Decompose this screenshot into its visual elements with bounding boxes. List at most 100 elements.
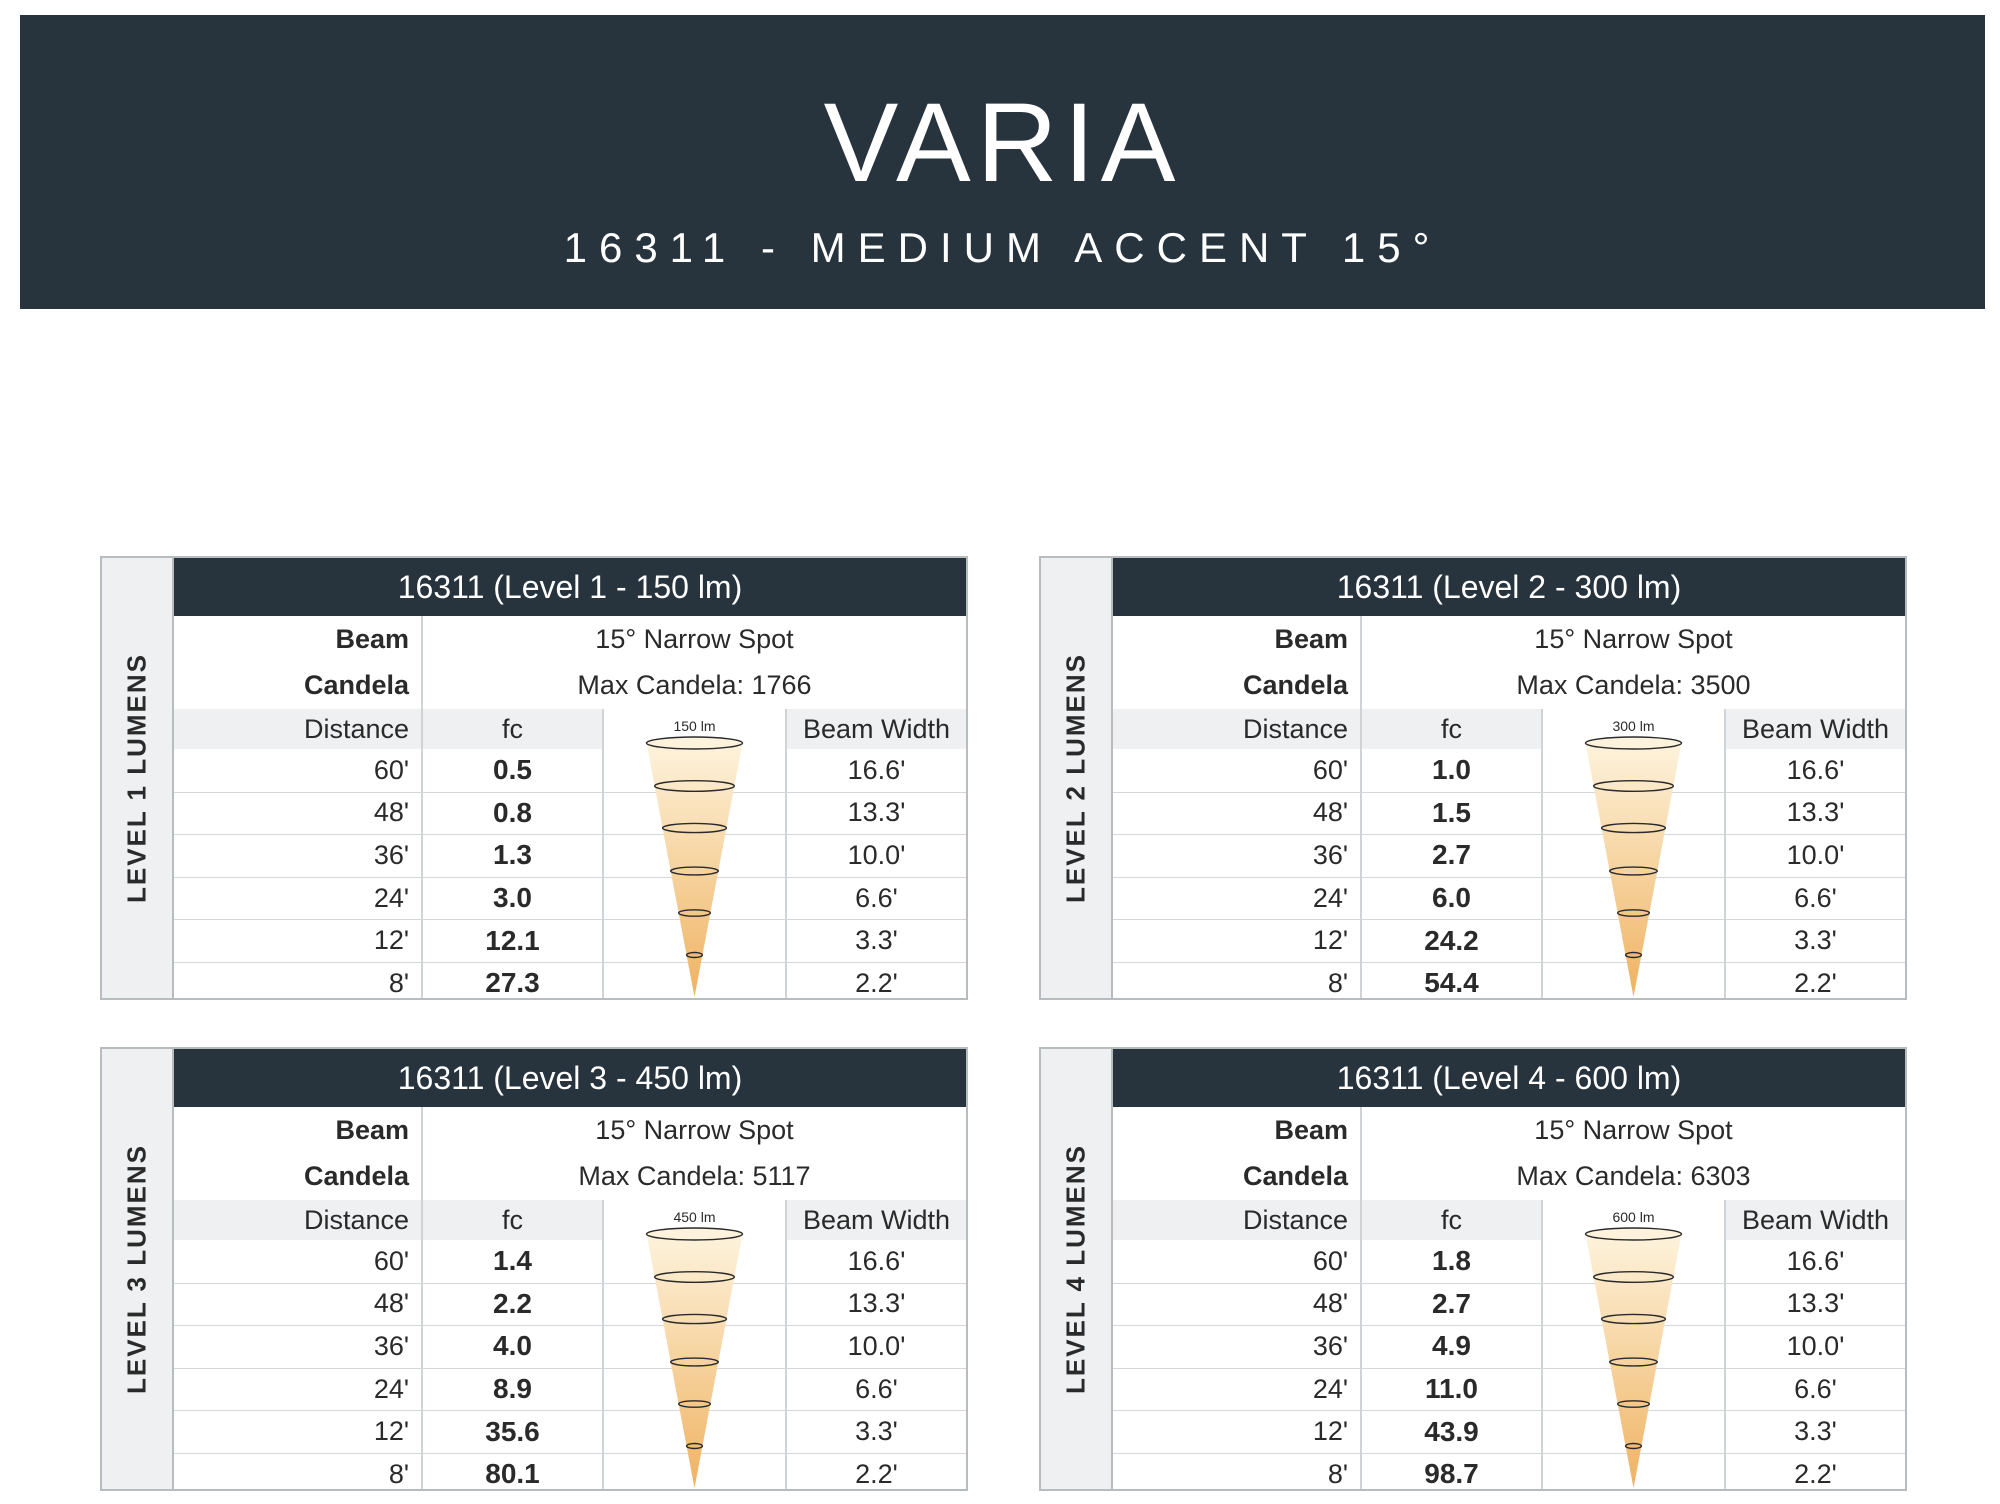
photometric-panel-level-2: LEVEL 2 LUMENS 16311 (Level 2 - 300 lm) Be… bbox=[1039, 556, 1907, 1000]
lumen-label: 300 lm bbox=[1612, 718, 1654, 734]
distance-value: 36' bbox=[373, 1330, 409, 1361]
beam-distance-ring bbox=[685, 1442, 704, 1450]
distance-value: 24' bbox=[373, 1373, 409, 1404]
lumen-label: 150 lm bbox=[673, 718, 715, 734]
lumen-label: 600 lm bbox=[1612, 1209, 1654, 1225]
beam-width-value: 6.6' bbox=[1794, 1373, 1837, 1404]
beam-width-value: 10.0' bbox=[847, 839, 906, 870]
candela-label: Candela bbox=[1242, 1160, 1348, 1191]
fc-value: 35.6 bbox=[485, 1415, 540, 1447]
beam-width-value: 13.3' bbox=[847, 797, 906, 828]
distance-value: 8' bbox=[388, 1458, 409, 1489]
beam-distance-ring bbox=[669, 866, 720, 876]
beam-value: 15° Narrow Spot bbox=[595, 623, 794, 654]
column-header-row bbox=[174, 709, 966, 749]
fc-header: fc bbox=[1440, 713, 1462, 744]
row-divider bbox=[174, 834, 966, 836]
beam-distance-ring bbox=[1592, 1270, 1675, 1283]
column-divider bbox=[1541, 709, 1543, 998]
beam-width-value: 13.3' bbox=[1786, 1288, 1845, 1319]
side-label-bar: LEVEL 2 LUMENS bbox=[1041, 558, 1113, 998]
row-divider bbox=[1113, 834, 1905, 836]
beam-distance-ring bbox=[653, 779, 736, 792]
fc-value: 8.9 bbox=[493, 1373, 532, 1405]
column-header-row bbox=[174, 1200, 966, 1240]
beam-cone bbox=[1585, 743, 1682, 997]
candela-label: Candela bbox=[303, 1160, 409, 1191]
header-banner: VARIA 16311 - MEDIUM ACCENT 15° bbox=[20, 15, 1985, 309]
fc-value: 11.0 bbox=[1425, 1373, 1478, 1405]
panel-title: 16311 (Level 4 - 600 lm) bbox=[1113, 1049, 1905, 1107]
row-divider bbox=[174, 919, 966, 921]
column-divider bbox=[785, 709, 787, 998]
beam-width-value: 6.6' bbox=[855, 882, 898, 913]
beam-width-value: 3.3' bbox=[855, 925, 898, 956]
column-divider bbox=[1360, 1107, 1362, 1489]
beam-width-value: 10.0' bbox=[1786, 839, 1845, 870]
fc-value: 12.1 bbox=[485, 924, 540, 956]
beam-cone-illustration: 300 lm bbox=[1584, 718, 1683, 997]
beam-distance-ring bbox=[1584, 1227, 1683, 1241]
beam-distance-ring bbox=[677, 909, 712, 917]
distance-value: 36' bbox=[1312, 1330, 1348, 1361]
beam-cone-illustration: 150 lm bbox=[645, 718, 744, 997]
beam-distance-ring bbox=[1584, 736, 1683, 750]
distance-value: 36' bbox=[1312, 839, 1348, 870]
beam-label: Beam bbox=[1274, 1114, 1348, 1145]
fc-value: 27.3 bbox=[485, 967, 540, 999]
beam-cone-illustration: 600 lm bbox=[1584, 1209, 1683, 1488]
column-divider bbox=[602, 1200, 604, 1489]
row-divider bbox=[1113, 1453, 1905, 1454]
distance-value: 60' bbox=[1312, 1245, 1348, 1276]
column-divider bbox=[785, 1200, 787, 1489]
beam-width-value: 16.6' bbox=[1786, 754, 1845, 785]
column-divider bbox=[1724, 709, 1726, 998]
beam-distance-ring bbox=[645, 736, 744, 750]
row-divider bbox=[1113, 791, 1905, 793]
distance-header: Distance bbox=[303, 713, 409, 744]
fc-value: 43.9 bbox=[1424, 1415, 1479, 1447]
distance-value: 8' bbox=[1327, 967, 1348, 998]
distance-value: 48' bbox=[1312, 797, 1348, 828]
page-title: VARIA bbox=[823, 80, 1182, 205]
beam-width-value: 3.3' bbox=[855, 1416, 898, 1447]
distance-value: 60' bbox=[373, 754, 409, 785]
beam-cone-illustration: 450 lm bbox=[645, 1209, 744, 1488]
distance-header: Distance bbox=[1242, 1204, 1348, 1235]
fc-value: 2.2 bbox=[493, 1287, 532, 1319]
column-divider bbox=[421, 616, 423, 998]
beam-distance-ring bbox=[1624, 951, 1643, 959]
beam-width-header: Beam Width bbox=[1741, 1204, 1890, 1235]
fc-value: 54.4 bbox=[1424, 967, 1479, 999]
beam-width-header: Beam Width bbox=[802, 1204, 951, 1235]
side-label: LEVEL 3 LUMENS bbox=[121, 1143, 152, 1395]
fc-value: 4.9 bbox=[1432, 1330, 1471, 1362]
row-divider bbox=[174, 876, 966, 878]
distance-value: 24' bbox=[1312, 882, 1348, 913]
fc-header: fc bbox=[501, 1204, 523, 1235]
beam-width-value: 2.2' bbox=[855, 967, 898, 998]
beam-label: Beam bbox=[335, 623, 409, 654]
beam-distance-ring bbox=[1616, 909, 1651, 917]
distance-header: Distance bbox=[303, 1204, 409, 1235]
distance-header: Distance bbox=[1242, 713, 1348, 744]
column-header-row bbox=[1113, 1200, 1905, 1240]
fc-value: 0.8 bbox=[493, 796, 532, 828]
beam-width-value: 3.3' bbox=[1794, 1416, 1837, 1447]
fc-value: 2.7 bbox=[1432, 839, 1471, 871]
beam-width-value: 10.0' bbox=[847, 1330, 906, 1361]
beam-width-value: 6.6' bbox=[1794, 882, 1837, 913]
distance-value: 36' bbox=[373, 839, 409, 870]
column-header-row bbox=[1113, 709, 1905, 749]
fc-value: 1.8 bbox=[1432, 1245, 1471, 1277]
beam-distance-ring bbox=[645, 1227, 744, 1241]
beam-cone bbox=[646, 743, 743, 997]
fc-value: 2.7 bbox=[1432, 1287, 1471, 1319]
beam-cone bbox=[1585, 1234, 1682, 1488]
photometric-panel-level-1: LEVEL 1 LUMENS 16311 (Level 1 - 150 lm) Be… bbox=[100, 556, 968, 1000]
panel-title: 16311 (Level 2 - 300 lm) bbox=[1113, 558, 1905, 616]
beam-distance-ring bbox=[685, 951, 704, 959]
distance-value: 24' bbox=[1312, 1373, 1348, 1404]
fc-value: 98.7 bbox=[1424, 1458, 1479, 1490]
beam-distance-ring bbox=[1608, 866, 1659, 876]
